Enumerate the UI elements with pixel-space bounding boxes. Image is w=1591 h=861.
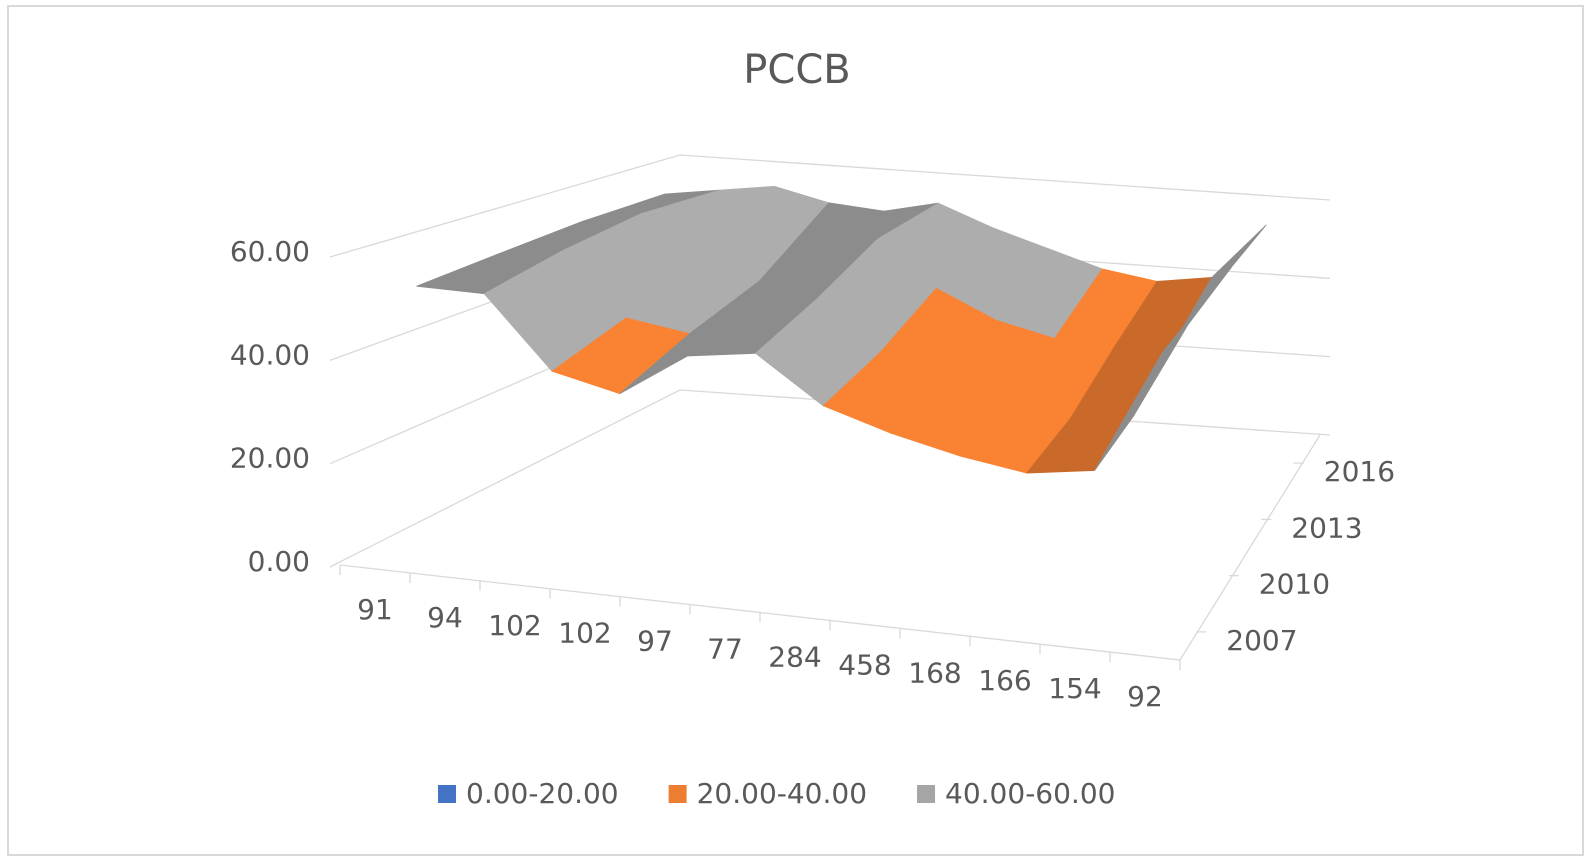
surface-patch [1094, 309, 1198, 471]
legend-label: 20.00-40.00 [697, 777, 867, 810]
chart-border [7, 5, 1584, 856]
x-tick-label: 284 [768, 640, 821, 673]
depth-tick-label: 2010 [1259, 568, 1330, 601]
legend-swatch [668, 785, 687, 803]
grid-line [329, 154, 1331, 258]
x-tick-label: 92 [1127, 680, 1163, 713]
x-tick-label: 94 [427, 601, 463, 634]
x-tick-label: 168 [908, 656, 961, 689]
z-tick-label: 40.00 [230, 338, 310, 371]
depth-tick-label: 2007 [1226, 624, 1297, 657]
z-tick-label: 60.00 [230, 235, 310, 268]
x-tick-label: 154 [1048, 672, 1101, 705]
legend-swatch [438, 785, 456, 803]
x-tick-label: 77 [707, 633, 743, 666]
z-tick-label: 0.00 [248, 545, 310, 578]
legend-swatch [917, 785, 936, 803]
depth-tick-label: 2013 [1291, 511, 1362, 544]
x-tick-label: 166 [978, 664, 1031, 697]
x-tick-label: 97 [637, 625, 673, 658]
chart-title: PCCB [743, 47, 850, 93]
x-tick-label: 102 [558, 617, 611, 650]
depth-tick-label: 2016 [1324, 455, 1395, 488]
x-tick-label: 91 [357, 593, 393, 626]
x-tick-label: 458 [838, 648, 891, 681]
legend-label: 0.00-20.00 [466, 777, 619, 810]
legend-label: 40.00-60.00 [945, 777, 1115, 810]
x-tick-label: 102 [488, 609, 541, 642]
z-tick-label: 20.00 [230, 442, 310, 475]
